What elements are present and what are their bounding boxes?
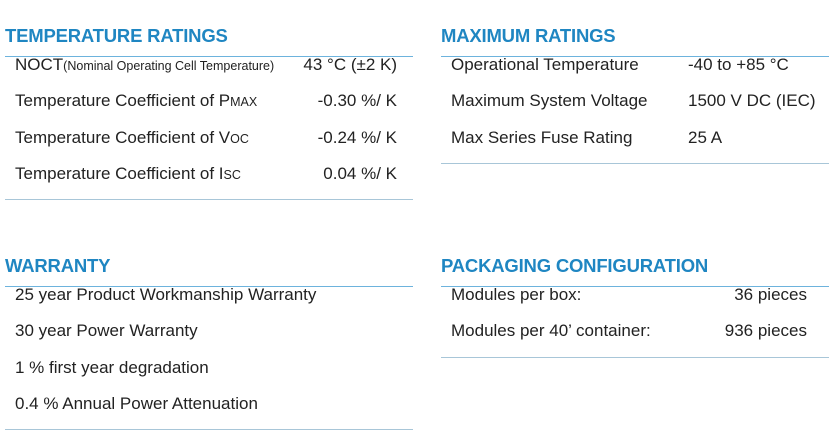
spec-label: 25 year Product Workmanship Warranty: [15, 283, 316, 307]
spec-row: Modules per 40’ container: 936 pieces: [451, 319, 829, 343]
spec-row: Modules per box: 36 pieces: [451, 283, 829, 307]
spec-label: 1 % first year degradation: [15, 356, 209, 380]
spec-label: Max Series Fuse Rating: [451, 126, 632, 150]
label-text: 1 % first year degradation: [15, 357, 209, 377]
label-text: Max Series Fuse Rating: [451, 127, 633, 147]
section-title: PACKAGING CONFIGURATION: [441, 255, 709, 276]
spec-value: 43 °C (±2 K): [303, 55, 397, 74]
label-text: 0.4 % Annual Power Attenuation: [15, 393, 258, 413]
spec-row: Maximum System Voltage 1500 V DC (IEC): [451, 89, 829, 113]
label-text: Maximum System Voltage: [451, 91, 648, 111]
label-text: 25 year Product Workmanship Warranty: [15, 285, 317, 304]
spec-value: -40 to +85 °C: [688, 55, 789, 74]
spec-row: 25 year Product Workmanship Warranty: [15, 283, 413, 307]
spec-value: 25 A: [688, 127, 723, 147]
spec-label: Temperature Coefficient of VOC: [15, 126, 249, 151]
spec-value: 0.04 %/ K: [323, 163, 397, 183]
spec-label: Maximum System Voltage: [451, 89, 648, 113]
divider: [441, 162, 829, 164]
spec-label: Temperature Coefficient of PMAX: [15, 89, 257, 114]
label-subscript: SC: [223, 167, 241, 182]
label-text: Temperature Coefficient of V: [15, 127, 231, 147]
spec-label: Operational Temperature: [451, 53, 639, 77]
spec-value: 36 pieces: [734, 285, 807, 304]
spec-label: 30 year Power Warranty: [15, 319, 198, 343]
spec-row: 1 % first year degradation: [15, 356, 413, 380]
spec-value: 936 pieces: [724, 321, 807, 341]
divider: [5, 56, 413, 57]
spec-value: -0.24 %/ K: [317, 127, 397, 147]
label-text: Temperature Coefficient of I: [15, 163, 224, 183]
spec-label: NOCT(Nominal Operating Cell Temperature): [15, 53, 274, 78]
spec-row: Operational Temperature -40 to +85 °C: [451, 53, 829, 77]
divider: [441, 356, 829, 358]
section-title: MAXIMUM RATINGS: [441, 25, 616, 46]
label-subscript: MAX: [230, 95, 258, 110]
label-text: Temperature Coefficient of P: [15, 91, 231, 111]
label-subscript: OC: [230, 131, 249, 146]
spec-value: 1500 V DC (IEC): [688, 91, 816, 111]
label-text: 30 year Power Warranty: [15, 321, 198, 341]
spec-label: Temperature Coefficient of ISC: [15, 162, 241, 187]
spec-label: Modules per box:: [451, 283, 581, 307]
spec-label: 0.4 % Annual Power Attenuation: [15, 392, 258, 416]
label-text: Modules per box:: [451, 285, 582, 304]
divider: [5, 286, 413, 287]
label-subscript: (Nominal Operating Cell Temperature): [63, 59, 275, 73]
spec-row: Temperature Coefficient of VOC -0.24 %/ K: [15, 126, 413, 150]
divider: [441, 56, 829, 57]
spec-row: Temperature Coefficient of ISC 0.04 %/ K: [15, 162, 413, 186]
divider: [5, 199, 413, 201]
label-text: NOCT: [15, 55, 64, 74]
spec-value: -0.30 %/ K: [317, 91, 397, 111]
label-text: Modules per 40’ container:: [451, 321, 651, 341]
section-title: TEMPERATURE RATINGS: [5, 25, 228, 46]
spec-row: Temperature Coefficient of PMAX -0.30 %/ …: [15, 89, 413, 113]
spec-row: 0.4 % Annual Power Attenuation: [15, 392, 413, 416]
spec-row: 30 year Power Warranty: [15, 319, 413, 343]
spec-label: Modules per 40’ container:: [451, 319, 651, 343]
spec-row: Max Series Fuse Rating 25 A: [451, 126, 829, 150]
label-text: Operational Temperature: [451, 55, 639, 74]
spec-row: NOCT(Nominal Operating Cell Temperature)…: [15, 53, 413, 77]
section-title: WARRANTY: [5, 255, 111, 276]
divider: [441, 286, 829, 287]
